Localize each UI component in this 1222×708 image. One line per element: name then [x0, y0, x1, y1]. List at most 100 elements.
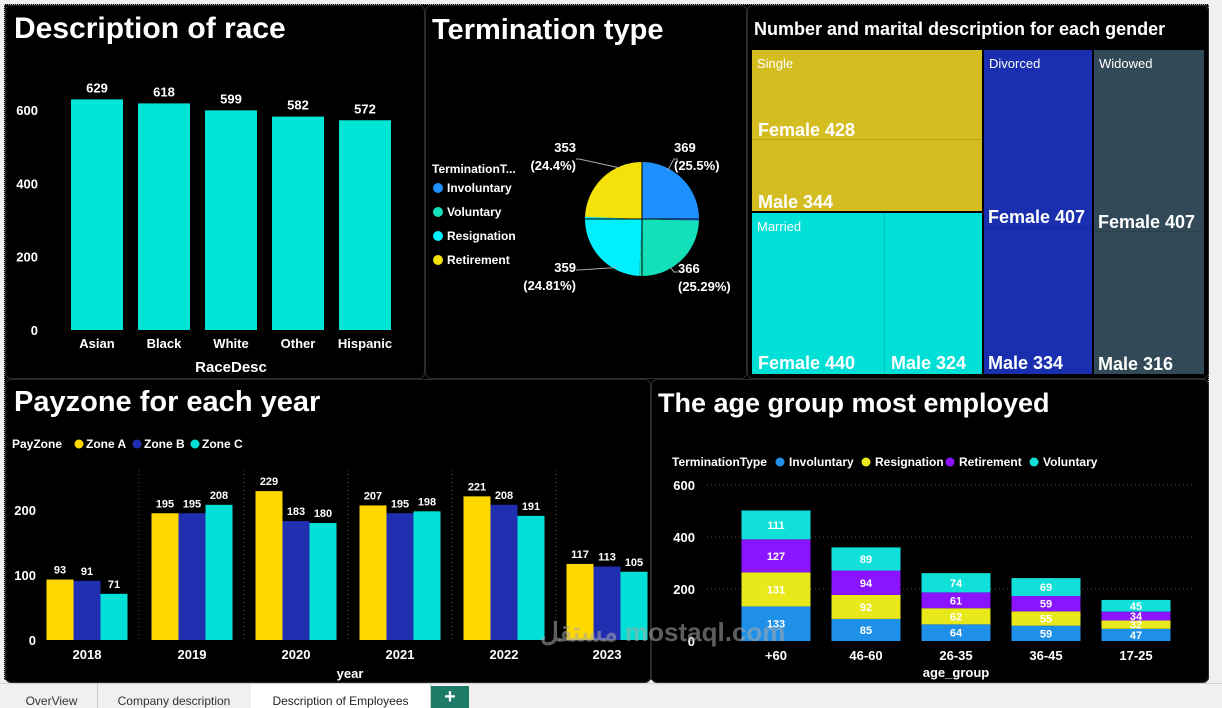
- termination-legend-item: Retirement: [447, 253, 510, 267]
- termination-slice-percent: (24.4%): [530, 158, 576, 173]
- add-page-button[interactable]: +: [431, 686, 469, 708]
- payzone-bar-label: 71: [108, 579, 120, 591]
- payzone-legend-item: Zone A: [86, 437, 127, 451]
- race-x-axis-label: RaceDesc: [195, 359, 267, 376]
- age-bar-label: 32: [1130, 620, 1142, 632]
- payzone-bar-label: 221: [468, 481, 486, 493]
- race-x-tick: Asian: [79, 336, 114, 351]
- treemap-group-single[interactable]: Female 428 Male 344 Single: [751, 49, 983, 212]
- termination-slice-value: 353: [554, 140, 576, 155]
- age-bar-segment: [831, 547, 901, 571]
- treemap-cell[interactable]: Male 334: [984, 228, 1092, 374]
- payzone-bar: [566, 563, 594, 640]
- age-bar-label: 47: [1130, 630, 1142, 642]
- age-bar-segment: [1011, 625, 1081, 641]
- race-chart-panel[interactable]: Description of race 0 200 400 600 629 Asian 61…: [5, 5, 425, 379]
- age-legend-dot: [1029, 457, 1039, 467]
- race-x-tick: White: [213, 336, 248, 351]
- race-y-tick: 600: [16, 103, 38, 118]
- treemap-cell[interactable]: Male 344: [752, 140, 982, 212]
- age-bar-label: 133: [767, 619, 785, 631]
- payzone-legend-dot: [190, 439, 200, 449]
- payzone-chart-panel[interactable]: Payzone for each year PayZone Zone A Zone …: [5, 379, 651, 683]
- payzone-bar-label: 208: [210, 490, 228, 502]
- age-bar-segment: [831, 618, 901, 641]
- termination-slice-value: 366: [678, 261, 700, 276]
- race-x-tick: Other: [281, 336, 316, 351]
- treemap-cell[interactable]: Female 407: [984, 50, 1092, 228]
- termination-chart-svg: TerminationT... Involuntary Voluntary Resig…: [432, 140, 731, 294]
- payzone-y-tick: 100: [14, 568, 36, 583]
- treemap-cell-value: Male 324: [891, 353, 967, 373]
- race-y-tick: 200: [16, 250, 38, 265]
- age-y-tick: 200: [673, 582, 695, 597]
- age-legend-item: Resignation: [875, 455, 944, 469]
- age-bar-segment: [921, 573, 991, 593]
- treemap-cell-value: Female 428: [758, 120, 856, 140]
- age-bar-label: 89: [860, 554, 872, 566]
- age-bar-label: 45: [1130, 601, 1142, 613]
- age-bar-segment: [921, 608, 991, 625]
- race-bar-asian: [71, 99, 123, 330]
- age-legend-dot: [775, 457, 785, 467]
- payzone-bar: [593, 566, 621, 640]
- age-chart-panel[interactable]: The age group most employed TerminationT…: [651, 379, 1209, 683]
- payzone-bar-label: 91: [81, 566, 93, 578]
- tab-overview[interactable]: OverView: [6, 684, 98, 708]
- treemap-cell[interactable]: Female 428: [752, 50, 982, 140]
- treemap-group-label: Married: [757, 219, 802, 234]
- age-bar-segment: [921, 592, 991, 609]
- payzone-bar-label: 117: [571, 549, 589, 561]
- age-bar-segment: [1101, 628, 1171, 641]
- treemap-cell-value: Male 344: [758, 192, 834, 212]
- payzone-legend-dot: [74, 439, 84, 449]
- treemap-cell[interactable]: Female 440: [752, 213, 885, 374]
- payzone-bar: [151, 513, 179, 640]
- termination-legend-title: TerminationT...: [432, 162, 516, 176]
- race-bar-white: [205, 110, 257, 330]
- marital-chart-panel[interactable]: Number and marital description for each …: [747, 5, 1209, 379]
- treemap-cell[interactable]: Female 407: [1094, 50, 1204, 232]
- age-bar-label: 92: [860, 602, 872, 614]
- treemap-cell[interactable]: Male 316: [1094, 232, 1204, 374]
- termination-leader-line: [576, 266, 617, 271]
- termination-chart-panel[interactable]: Termination type TerminationT... Involunt…: [425, 5, 747, 379]
- race-bar-label: 582: [287, 98, 309, 113]
- treemap-cell-value: Male 334: [988, 353, 1064, 373]
- termination-legend-item: Involuntary: [447, 181, 512, 195]
- age-chart-svg: TerminationType Involuntary Resignation Ret…: [672, 455, 1192, 680]
- age-bar-label: 111: [767, 520, 784, 532]
- tab-company-description[interactable]: Company description: [97, 684, 252, 708]
- termination-leader-line: [670, 267, 678, 273]
- payzone-legend-title: PayZone: [12, 437, 62, 451]
- age-bar-segment: [831, 570, 901, 595]
- treemap-group-married[interactable]: Female 440 Male 324 Married: [751, 212, 983, 375]
- tab-description-of-employees[interactable]: Description of Employees: [251, 684, 431, 708]
- payzone-bar-label: 195: [156, 498, 174, 510]
- payzone-x-tick: 2018: [73, 647, 102, 662]
- treemap-cell[interactable]: Male 324: [885, 213, 982, 374]
- treemap-cell-value: Male 316: [1098, 354, 1174, 374]
- age-bar-label: 127: [767, 551, 785, 563]
- age-x-tick: 46-60: [849, 648, 882, 663]
- treemap-cell-value: Female 407: [1098, 212, 1196, 232]
- payzone-x-tick: 2023: [593, 647, 622, 662]
- termination-leader-line: [667, 158, 678, 171]
- termination-slice-retirement: [585, 162, 642, 219]
- age-bar-label: 61: [950, 595, 962, 607]
- age-y-tick: 600: [673, 478, 695, 493]
- treemap-group-divorced[interactable]: Female 407 Male 334 Divorced: [983, 49, 1093, 375]
- age-legend-dot: [945, 457, 955, 467]
- termination-slice-percent: (25.29%): [678, 279, 731, 294]
- age-bar-label: 131: [767, 584, 785, 596]
- treemap-group-widowed[interactable]: Female 407 Male 316 Widowed: [1093, 49, 1205, 375]
- treemap-cell-value: Female 440: [758, 353, 856, 373]
- termination-legend-dot-voluntary: [433, 207, 443, 217]
- age-bar-label: 59: [1040, 599, 1052, 611]
- payzone-legend-dot: [132, 439, 142, 449]
- payzone-y-tick: 0: [29, 633, 36, 648]
- termination-chart-title: Termination type: [432, 14, 664, 46]
- payzone-bar-label: 183: [287, 506, 305, 518]
- age-bar-segment: [1101, 611, 1171, 621]
- payzone-bar-label: 105: [625, 557, 643, 569]
